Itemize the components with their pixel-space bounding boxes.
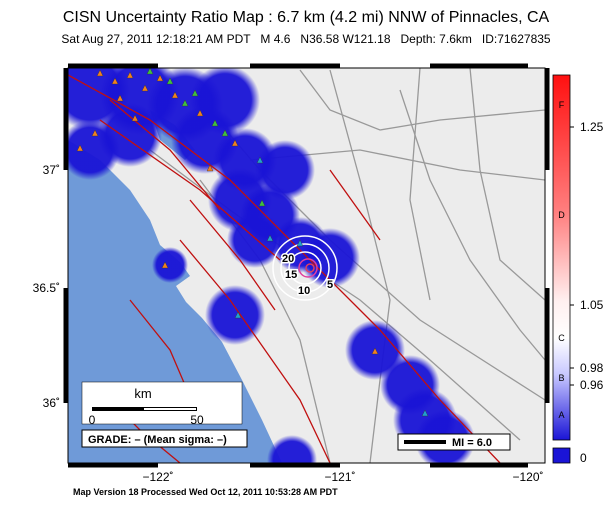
colorbar: F D C B A 1.25 1.05 0.98 0.96 0	[552, 74, 604, 465]
scale-end: 50	[190, 413, 204, 427]
contour-label: 5	[327, 279, 333, 291]
grade-letter: F	[559, 100, 565, 110]
grade-letter: A	[558, 410, 564, 420]
contour-label: 10	[298, 285, 310, 297]
grade-letter: C	[558, 333, 565, 343]
contour-label: 15	[285, 269, 297, 281]
grade-letter: D	[558, 210, 565, 220]
lat-label: 37˚	[43, 163, 60, 177]
grade-text: GRADE: – (Mean sigma: –)	[88, 434, 227, 446]
colorbar-value: 0.96	[580, 378, 604, 392]
title: CISN Uncertainty Ratio Map : 6.7 km (4.2…	[63, 9, 550, 26]
scale-start: 0	[89, 413, 96, 427]
footer: Map Version 18 Processed Wed Oct 12, 201…	[73, 487, 338, 497]
lat-label: 36.5˚	[33, 281, 60, 295]
colorbar-value: 0.98	[580, 361, 604, 375]
grade-letter: B	[558, 373, 564, 383]
contour-labels: 20 15 10 5	[281, 252, 335, 299]
axis-labels: 37˚ 36.5˚ 36˚ −122˚ −121˚ −120˚	[33, 163, 544, 484]
contour-label: 20	[282, 253, 294, 265]
map-frame	[63, 63, 550, 468]
legend-box: MI = 6.0	[397, 433, 511, 451]
scale-unit: km	[134, 386, 151, 401]
colorbar-value: 1.05	[580, 298, 604, 312]
stations	[76, 68, 434, 442]
scale-box: km 0 50 GRADE: – (Mean sigma: –)	[81, 381, 248, 448]
lon-label: −122˚	[142, 470, 173, 484]
colorbar-value: 1.25	[580, 120, 604, 134]
colorbar-value: 0	[580, 451, 587, 465]
lon-label: −120˚	[512, 470, 543, 484]
lat-label: 36˚	[43, 396, 60, 410]
contours	[272, 235, 338, 301]
subtitle: Sat Aug 27, 2011 12:18:21 AM PDT M 4.6 N…	[61, 32, 551, 46]
lon-label: −121˚	[324, 470, 355, 484]
legend-text: MI = 6.0	[452, 437, 492, 449]
